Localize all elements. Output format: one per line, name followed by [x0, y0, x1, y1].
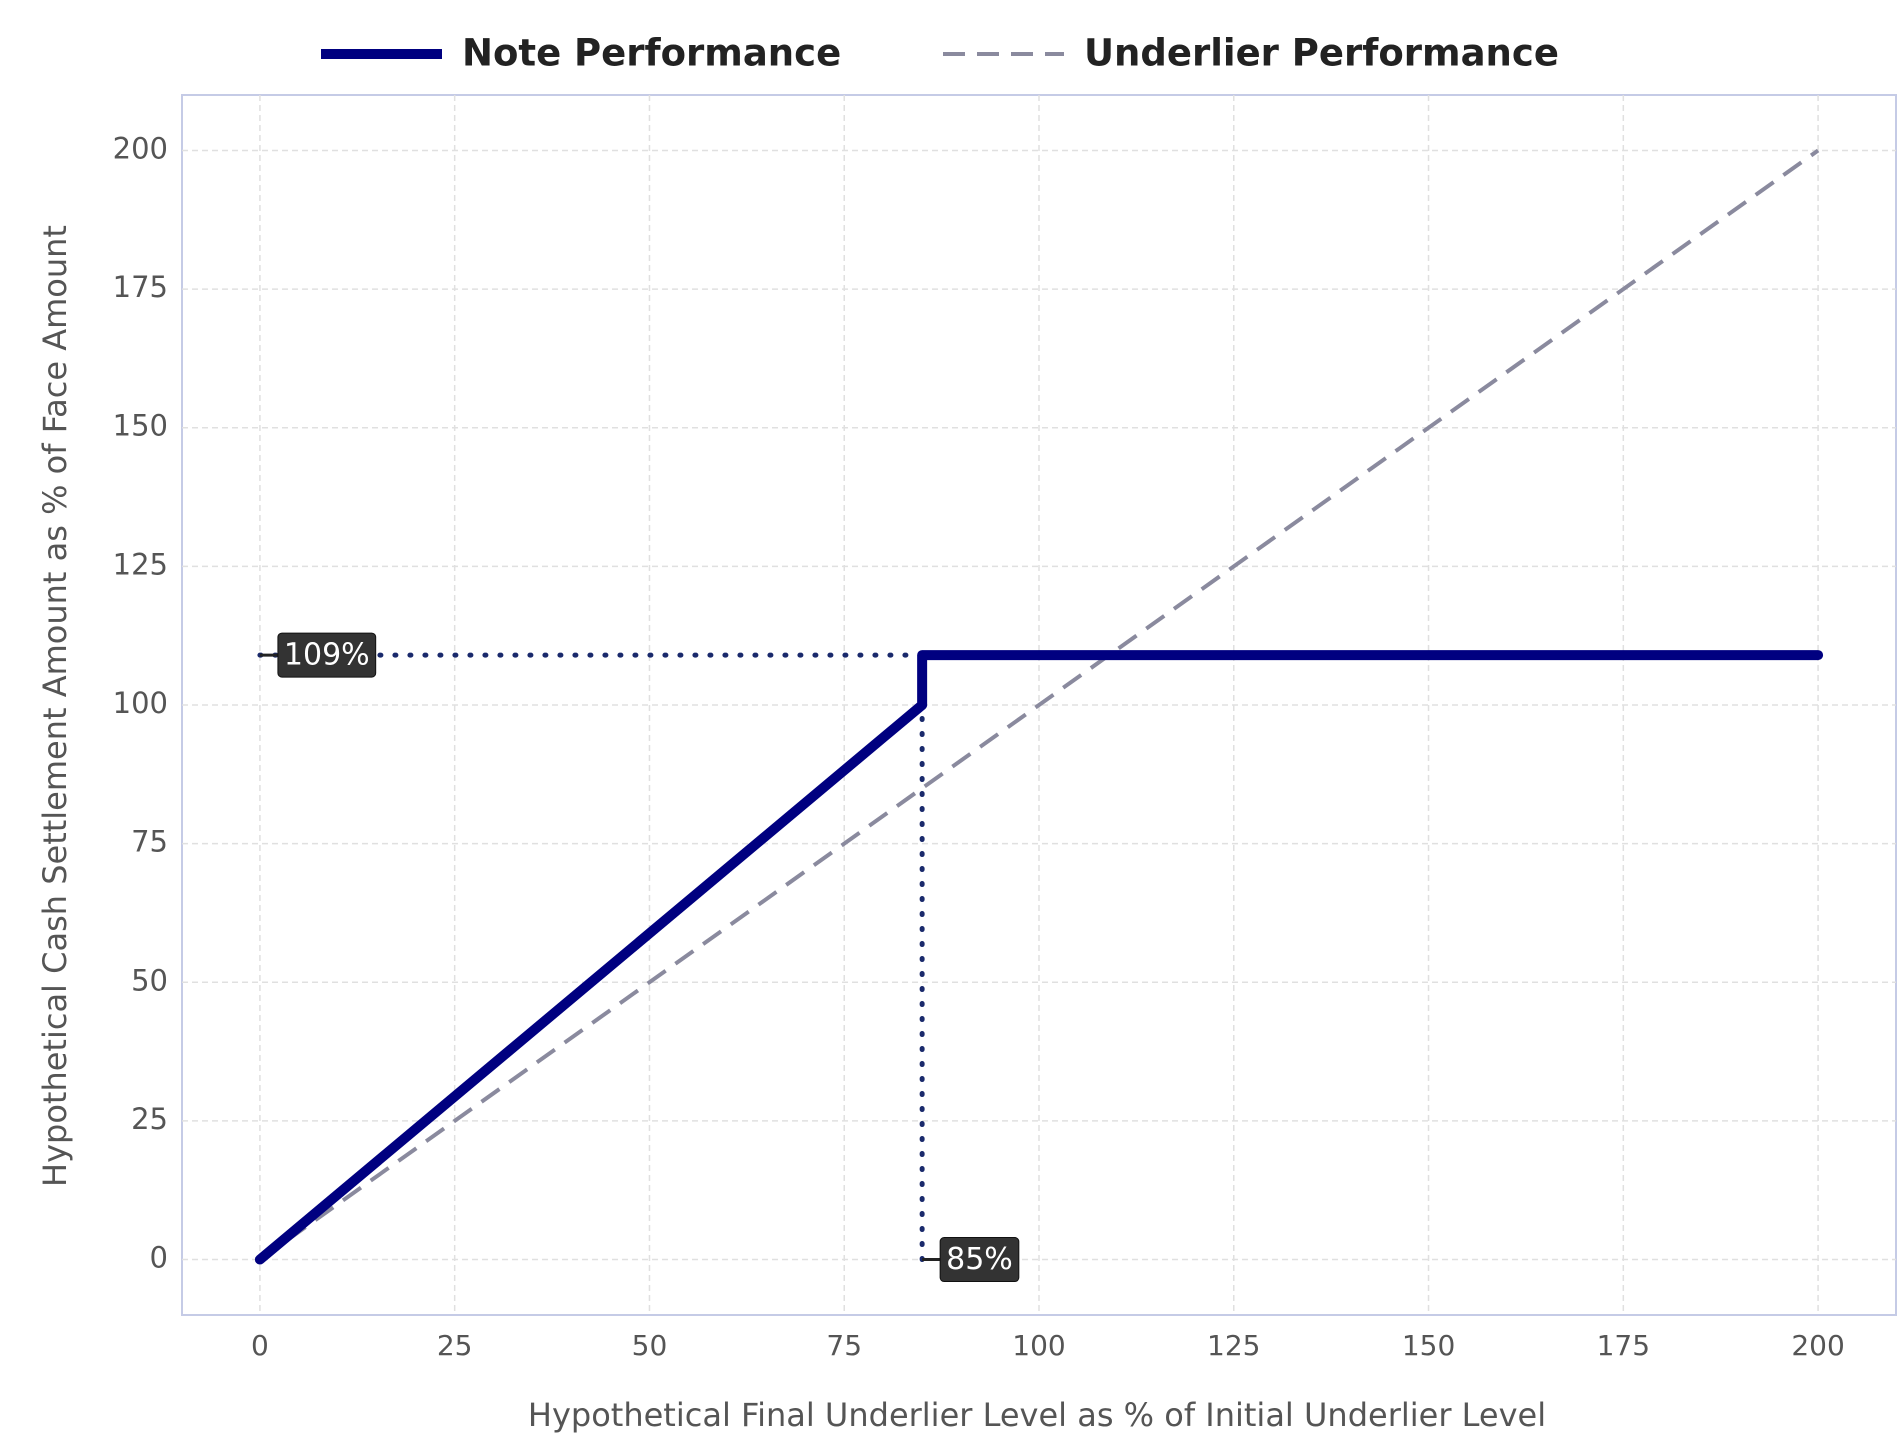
x-tick-label: 125 — [1207, 1329, 1260, 1362]
y-tick-label: 175 — [113, 270, 168, 304]
annotation-box — [939, 1237, 1020, 1283]
x-tick-label: 175 — [1597, 1329, 1650, 1362]
x-tick-label: 25 — [437, 1329, 473, 1362]
x-axis-label: Hypothetical Final Underlier Level as % … — [528, 1396, 1546, 1434]
legend-label: Underlier Performance — [1084, 32, 1559, 75]
annotation-label: 109% — [284, 638, 370, 673]
series-line — [258, 148, 1820, 1262]
y-axis-label: Hypothetical Cash Settlement Amount as %… — [36, 225, 74, 1187]
x-tick-label: 100 — [1012, 1329, 1065, 1362]
legend-label: Note Performance — [462, 32, 841, 75]
y-tick-label: 0 — [150, 1241, 168, 1275]
y-tick-label: 150 — [113, 409, 168, 443]
x-tick-label: 0 — [251, 1329, 269, 1362]
annotation-label: 85% — [946, 1242, 1013, 1277]
y-tick-label: 75 — [131, 825, 168, 859]
annotation-box — [277, 632, 377, 678]
y-tick-label: 50 — [131, 963, 168, 997]
series-line — [254, 650, 1824, 1265]
y-tick-label: 125 — [113, 547, 168, 581]
y-tick-label: 200 — [113, 131, 168, 165]
x-tick-label: 75 — [826, 1329, 862, 1362]
y-tick-label: 25 — [131, 1102, 168, 1136]
y-tick-label: 100 — [113, 686, 168, 720]
x-tick-label: 150 — [1402, 1329, 1455, 1362]
x-tick-label: 50 — [632, 1329, 668, 1362]
x-tick-label: 200 — [1791, 1329, 1844, 1362]
